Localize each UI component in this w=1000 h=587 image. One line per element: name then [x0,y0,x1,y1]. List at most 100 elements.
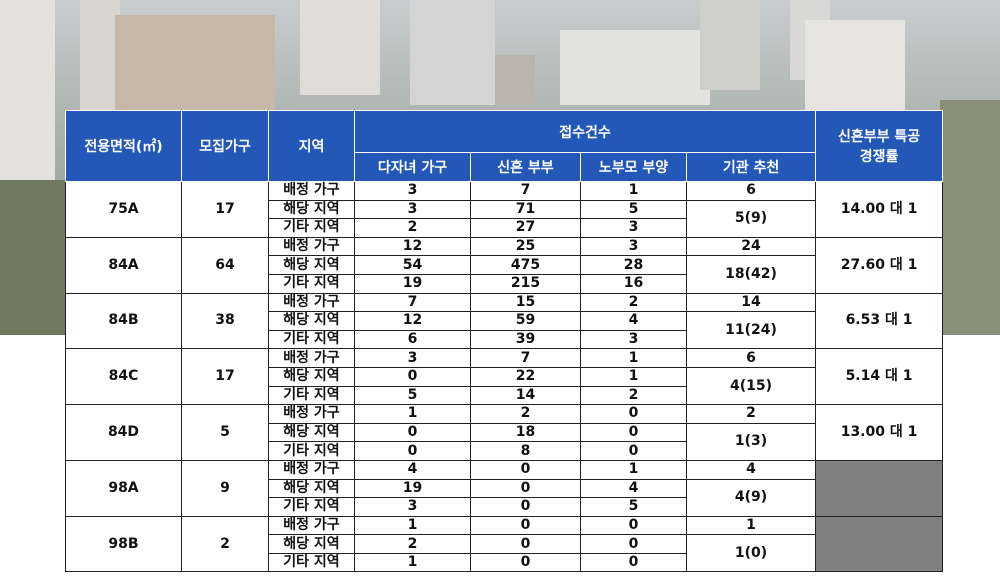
area-cell: 84C [65,348,182,406]
region-cell: 해당 지역 [268,366,355,387]
rate-cell: 13.00 대 1 [815,404,944,461]
count-cell: 1 [580,348,687,368]
region-cell: 기타 지역 [268,273,355,294]
count-cell: 4 [580,311,687,331]
count-cell: 7 [470,348,581,368]
header-cell: 지역 [268,110,355,182]
table-row: 98A 9 배정 가구 4 0 1 4 [65,459,944,517]
households-cell: 17 [181,348,269,406]
count-cell: 28 [580,255,687,275]
count-cell: 6 [354,329,471,350]
count-cell: 0 [470,515,581,536]
agency-cell: 4(15) [685,366,817,406]
count-cell: 22 [470,366,581,387]
households-cell: 2 [181,515,269,573]
count-cell: 3 [354,348,471,368]
table-row: 해당 지역 54 475 28 18(42) [66,255,943,294]
agency-cell: 1(0) [685,534,817,573]
count-cell: 1 [354,552,471,573]
header-line: 경쟁률 [859,149,899,165]
header-cell: 노부모 부양 [580,152,687,182]
agency-cell: 1 [685,515,817,536]
count-cell: 0 [470,459,581,480]
region-cell: 기타 지역 [268,552,355,573]
table-row: 해당 지역 0 18 0 1(3) [66,422,943,461]
table-row: 84D 5 배정 가구 1 2 0 2 13.00 대 1 [65,404,944,461]
count-cell: 0 [354,366,471,387]
table-row: 84C 17 배정 가구 3 7 1 6 5.14 대 1 [65,348,944,406]
count-cell: 15 [470,292,581,313]
count-cell: 12 [354,236,471,257]
count-cell: 71 [470,199,581,220]
agency-cell: 5(9) [685,199,817,238]
table-row: 해당 지역 3 71 5 5(9) [66,199,943,238]
count-cell: 0 [470,552,581,573]
count-cell: 0 [580,441,687,461]
count-cell: 19 [354,273,471,294]
count-cell: 59 [470,311,581,331]
table-row: 기타 지역 19 215 16 [66,273,943,294]
agency-cell: 6 [685,181,817,201]
region-cell: 배정 가구 [268,181,355,201]
households-cell: 9 [181,459,269,517]
count-cell: 4 [354,459,471,480]
count-cell: 0 [470,534,581,554]
table-row: 98B 2 배정 가구 1 0 0 1 [65,515,944,573]
count-cell: 0 [354,441,471,461]
region-cell: 해당 지역 [268,311,355,331]
count-cell: 0 [580,404,687,424]
count-cell: 14 [470,385,581,406]
agency-cell: 1(3) [685,422,817,461]
count-cell: 4 [580,478,687,499]
header-cell: 기관 추천 [685,152,817,182]
agency-cell: 14 [685,292,817,313]
count-cell: 3 [580,218,687,238]
header-row: 전용면적(㎡) 모집가구 지역 접수건수 신혼부부 특공 경쟁률 [65,110,944,182]
count-cell: 0 [470,497,581,517]
region-cell: 배정 가구 [268,515,355,536]
header-cell: 모집가구 [181,110,269,182]
count-cell: 25 [470,236,581,257]
table-header: 전용면적(㎡) 모집가구 지역 접수건수 신혼부부 특공 경쟁률 다자녀 가구 신… [65,110,944,182]
count-cell: 5 [580,199,687,220]
count-cell: 7 [470,181,581,201]
agency-cell: 24 [685,236,817,257]
count-cell: 1 [580,459,687,480]
count-cell: 39 [470,329,581,350]
count-cell: 2 [354,534,471,554]
rate-cell: 14.00 대 1 [815,181,944,238]
table-row: 84A 64 배정 가구 12 25 3 24 27.60 대 1 [65,236,944,294]
region-cell: 배정 가구 [268,236,355,257]
region-cell: 기타 지역 [268,329,355,350]
households-cell: 38 [181,292,269,350]
count-cell: 19 [354,478,471,499]
households-cell: 64 [181,236,269,294]
count-cell: 1 [354,515,471,536]
count-cell: 0 [580,515,687,536]
table-row: 해당 지역 0 22 1 4(15) [66,366,943,406]
area-cell: 75A [65,181,182,238]
region-cell: 기타 지역 [268,218,355,238]
region-cell: 해당 지역 [268,199,355,220]
region-cell: 해당 지역 [268,478,355,499]
area-cell: 98A [65,459,182,517]
count-cell: 3 [354,199,471,220]
count-cell: 7 [354,292,471,313]
count-cell: 2 [354,218,471,238]
header-cell: 접수건수 [353,110,817,153]
table-row: 기타 지역 6 39 3 [66,329,943,350]
region-cell: 기타 지역 [268,385,355,406]
count-cell: 475 [470,255,581,275]
table-row: 해당 지역 12 59 4 11(24) [66,311,943,350]
region-cell: 해당 지역 [268,534,355,554]
agency-cell: 4 [685,459,817,480]
table-row: 기타 지역 3 0 5 [66,497,943,517]
count-cell: 0 [354,422,471,443]
households-cell: 17 [181,181,269,238]
area-cell: 84A [65,236,182,294]
agency-cell: 18(42) [685,255,817,294]
table-row: 기타 지역 1 0 0 [66,552,943,573]
competition-table: 전용면적(㎡) 모집가구 지역 접수건수 신혼부부 특공 경쟁률 다자녀 가구 신… [65,110,944,573]
table-row: 84B 38 배정 가구 7 15 2 14 6.53 대 1 [65,292,944,350]
count-cell: 3 [354,497,471,517]
